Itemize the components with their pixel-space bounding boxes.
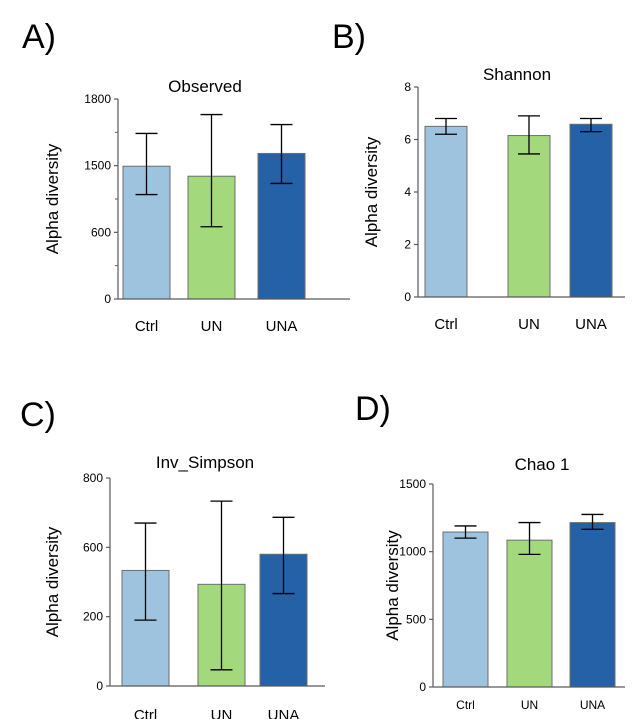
bar-ctrl: [442, 531, 489, 688]
y-tick-label: 1000: [399, 545, 426, 559]
panel-label-d: D): [355, 390, 391, 428]
x-tick-label: UNA: [580, 698, 605, 712]
y-tick-label: 2: [404, 238, 411, 252]
x-tick-label: Ctrl: [456, 698, 475, 712]
x-tick-label: UN: [518, 316, 540, 333]
y-tick-label: 0: [96, 679, 103, 693]
panel-label-b: B): [332, 18, 366, 56]
y-tick-label: 800: [83, 471, 103, 485]
y-tick-label: 1500: [84, 159, 111, 173]
x-tick-label: UNA: [268, 707, 300, 719]
y-tick-label: 0: [104, 292, 111, 306]
x-tick-label: Ctrl: [135, 318, 158, 335]
y-axis-label: Alpha diversity: [362, 136, 381, 247]
y-axis-label: Alpha diversity: [383, 530, 402, 641]
bar-una: [569, 522, 616, 688]
panel-label-c: C): [20, 396, 56, 434]
y-tick-label: 6: [404, 133, 411, 147]
y-tick-label: 600: [91, 225, 111, 239]
y-tick-label: 4: [404, 185, 411, 199]
bar-una: [569, 123, 613, 298]
y-axis-label: Alpha diversity: [43, 526, 62, 637]
bar-un: [507, 135, 551, 298]
y-tick-label: 0: [404, 290, 411, 304]
x-tick-label: UNA: [575, 316, 607, 333]
y-tick-label: 500: [406, 612, 426, 626]
x-tick-label: UN: [521, 698, 538, 712]
panel-label-a: A): [22, 18, 56, 56]
y-tick-label: 1800: [84, 92, 111, 106]
bar-un: [506, 539, 553, 688]
chart-title: Observed: [168, 77, 242, 96]
x-tick-label: Ctrl: [134, 707, 157, 719]
y-axis-label: Alpha diversity: [43, 143, 62, 254]
chart-title: Chao 1: [515, 455, 570, 474]
y-tick-label: 600: [83, 540, 103, 554]
y-tick-label: 0: [419, 680, 426, 694]
x-tick-label: UN: [201, 318, 223, 335]
x-tick-label: Ctrl: [434, 316, 457, 333]
y-tick-label: 1500: [399, 477, 426, 491]
chart-title: Shannon: [483, 65, 551, 84]
x-tick-label: UN: [211, 707, 233, 719]
y-tick-label: 8: [404, 80, 411, 94]
y-tick-label: 200: [83, 610, 103, 624]
chart-title: Inv_Simpson: [156, 453, 254, 472]
x-tick-label: UNA: [266, 318, 298, 335]
